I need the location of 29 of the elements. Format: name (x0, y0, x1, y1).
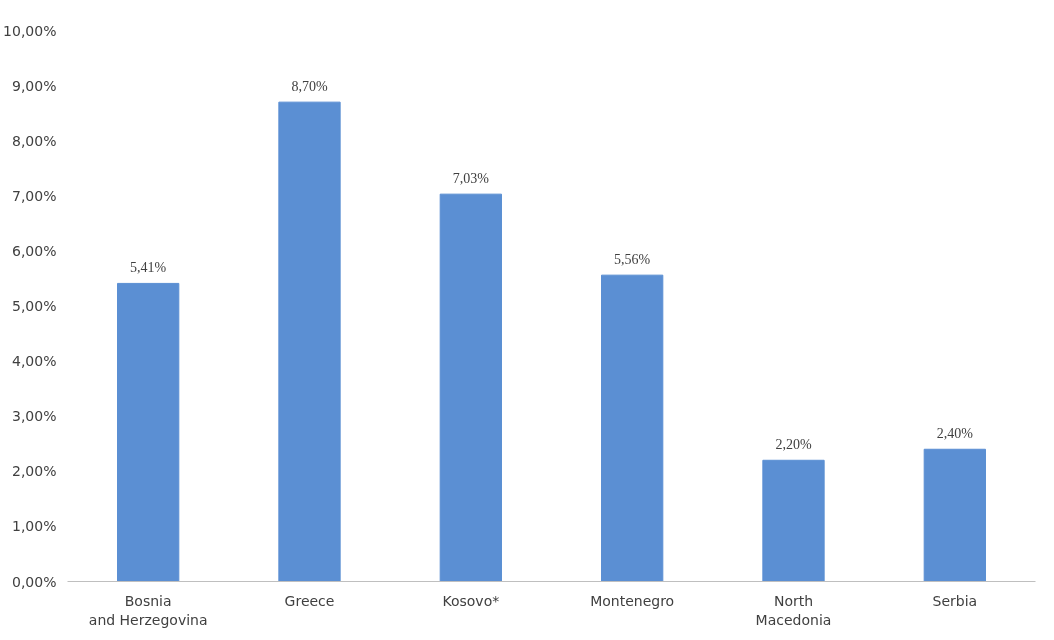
x-tick-label: Montenegro (590, 592, 675, 609)
data-label: 5,56% (614, 252, 651, 268)
y-tick-label: 10,00% (3, 22, 57, 39)
bar (117, 282, 180, 582)
y-tick-label: 8,00% (12, 132, 57, 149)
bar (439, 193, 502, 582)
data-label: 2,20% (775, 437, 812, 453)
y-tick-label: 6,00% (12, 242, 57, 259)
bar (601, 274, 664, 582)
x-tick-label: Greece (284, 592, 335, 609)
y-tick-label: 5,00% (12, 298, 57, 314)
y-tick-label: 4,00% (12, 353, 57, 370)
bar (923, 448, 986, 582)
x-tick-label: Bosnia and Herzegovina (88, 592, 208, 628)
x-tick-label: North Macedonia (755, 592, 832, 628)
data-label: 2,40% (936, 426, 974, 442)
x-tick-label: Serbia (932, 592, 978, 609)
y-tick-label: 2,00% (12, 463, 57, 480)
data-label: 7,03% (452, 171, 490, 187)
y-tick-label: 3,00% (12, 408, 57, 425)
y-tick-label: 1,00% (12, 518, 57, 535)
bar (278, 101, 341, 582)
bar (762, 459, 825, 582)
data-label: 8,70% (291, 79, 328, 95)
y-tick-label: 0,00% (12, 573, 57, 590)
x-tick-label: Kosovo* (442, 592, 500, 609)
y-tick-label: 7,00% (12, 187, 57, 204)
y-tick-label: 9,00% (12, 77, 57, 94)
data-label: 5,41% (130, 260, 167, 276)
